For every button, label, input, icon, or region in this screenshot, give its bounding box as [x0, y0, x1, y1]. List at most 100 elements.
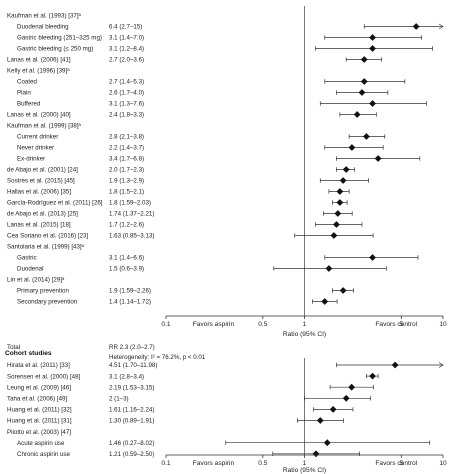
point-estimate	[334, 210, 342, 217]
estimate-label: 6.4 (2.7–15)	[109, 24, 142, 31]
point-estimate	[369, 100, 376, 107]
x-tick-label: 0.1	[161, 460, 170, 467]
estimate-label: 1.46 (0.27–8.02)	[109, 440, 154, 447]
study-label: Secondary prevention	[17, 299, 78, 306]
total-label: Total	[7, 344, 20, 351]
study-label: Lanas et al. (2000) [40]	[7, 112, 71, 119]
point-estimate	[360, 56, 368, 63]
favors-right-label: Favors control	[375, 460, 417, 467]
estimate-label: 1.9 (1.3–2.9)	[109, 178, 144, 185]
study-label: Lanas et al. (2006) [41]	[7, 57, 71, 64]
x-tick-label: 5	[399, 460, 403, 467]
point-estimate	[412, 23, 420, 30]
point-estimate	[342, 166, 350, 173]
point-estimate	[369, 254, 376, 261]
point-estimate	[369, 45, 376, 52]
study-label: Leung et al. (2009) [46]	[7, 384, 71, 391]
estimate-label: 3.1 (1.4–7.0)	[109, 35, 144, 42]
study-label: Santolaria et al. (1999) [43]ᵃ	[7, 244, 85, 251]
study-label: Huang et al. (2011) [31]	[7, 418, 72, 425]
ci-arrow	[438, 362, 444, 368]
point-estimate	[348, 383, 356, 391]
estimate-label: 2.8 (2.1–3.8)	[109, 134, 144, 141]
study-label: Hirata et al. (2011) [33]	[7, 362, 70, 369]
point-estimate	[336, 199, 344, 206]
study-label: Gastric bleeding (≤ 250 mg)	[17, 46, 93, 53]
estimate-label: 1.8 (1.59–2.03)	[109, 200, 151, 207]
x-tick-label: 10	[439, 460, 447, 467]
point-estimate	[348, 144, 356, 151]
point-estimate	[339, 287, 347, 294]
study-label: Plain	[17, 90, 31, 97]
estimate-label: 1.5 (0.6–3.9)	[109, 266, 144, 273]
study-label: Acute aspirin use	[17, 440, 65, 447]
estimate-label: 3.1 (2.8–3.4)	[109, 373, 144, 380]
study-label: Chronic aspirin use	[17, 451, 71, 458]
favors-left-label: Favors aspirin	[193, 460, 235, 467]
study-label: Gastric bleeding (251–325 mg)	[17, 35, 102, 42]
x-axis-label: Ratio (95% CI)	[283, 467, 326, 474]
x-tick-label: 1	[303, 321, 307, 328]
study-label: Never drinker	[17, 145, 54, 152]
study-label: Taha et al. (2006) [49]	[7, 396, 67, 403]
point-estimate	[325, 265, 333, 272]
point-estimate	[312, 450, 320, 458]
favors-left-label: Favors aspirin	[193, 321, 235, 328]
estimate-label: 3.4 (1.7–6.8)	[109, 156, 144, 163]
estimate-label: 1.7 (1.2–2.6)	[109, 222, 144, 229]
point-estimate	[353, 111, 361, 118]
estimate-label: 2.19 (1.53–3.15)	[109, 384, 154, 391]
estimate-label: 1.21 (0.59–2.50)	[109, 451, 154, 458]
ci-arrow	[438, 23, 444, 30]
x-axis-label: Ratio (95% CI)	[283, 331, 326, 338]
x-tick-label: 0.5	[258, 460, 267, 467]
study-label: Huang et al. (2011) [32]	[7, 407, 72, 414]
point-estimate	[329, 406, 337, 413]
study-label: de Abajo et al. (2001) [24]	[7, 167, 78, 174]
point-estimate	[342, 394, 350, 402]
study-label: Coated	[17, 79, 38, 86]
estimate-label: 2.7 (1.4–5.3)	[109, 79, 144, 86]
x-tick-label: 10	[439, 321, 447, 328]
study-label: Pilotto et al. (2003) [47]	[7, 429, 71, 436]
section-header: Cohort studies	[5, 350, 52, 357]
study-label: Gastric	[17, 255, 37, 262]
point-estimate	[323, 439, 331, 447]
estimate-label: 2.7 (2.0–3.6)	[109, 57, 144, 64]
study-label: Hallas et al. (2006) [35]	[7, 189, 71, 196]
estimate-label: 3.1 (1.2–8.4)	[109, 46, 144, 53]
study-label: Kaufman et al. (1999) [38]ᵃ	[7, 123, 82, 130]
x-tick-label: 0.5	[258, 321, 267, 328]
point-estimate	[333, 221, 340, 228]
study-label: Ex-drinker	[17, 156, 45, 163]
study-label: Duodenal bleeding	[17, 24, 69, 31]
point-estimate	[374, 155, 382, 162]
point-estimate	[363, 133, 370, 140]
study-label: Buffered	[17, 101, 41, 108]
estimate-label: 3.1 (1.3–7.6)	[109, 101, 144, 108]
estimate-label: 1.61 (1.16–2.24)	[109, 407, 154, 414]
point-estimate	[330, 232, 338, 239]
favors-right-label: Favors control	[375, 321, 417, 328]
estimate-label: 1.63 (0.85–3.13)	[109, 233, 154, 240]
estimate-label: 1.8 (1.5–2.1)	[109, 189, 144, 196]
study-label: Sostres et al. (2015) [45]	[7, 178, 75, 185]
estimate-label: 2.0 (1.7–2.3)	[109, 167, 144, 174]
estimate-label: 4.51 (1.70–11.98)	[109, 362, 157, 369]
heterogeneity-label: Heterogeneity: I² = 76.2%, p < 0.01	[109, 354, 206, 361]
estimate-label: 2.6 (1.7–4.0)	[109, 90, 144, 97]
study-label: Primary prevention	[17, 288, 69, 295]
study-label: García-Rodríguez et al. (2011) [26]	[7, 200, 103, 207]
point-estimate	[391, 361, 399, 369]
point-estimate	[316, 417, 324, 424]
study-label: Duodenal	[17, 266, 44, 273]
x-tick-label: 5	[399, 321, 403, 328]
study-label: Lin et al. (2014) [29]ᵃ	[7, 277, 65, 284]
estimate-label: 1.74 (1.37–2.21)	[109, 211, 154, 218]
study-label: Sorensen et al. (2000) [48]	[7, 373, 81, 380]
point-estimate	[339, 177, 347, 184]
estimate-label: 1.30 (0.89–1.91)	[109, 418, 154, 425]
point-estimate	[358, 89, 366, 96]
study-label: Kelly et al. (1996) [39]ᵃ	[7, 68, 70, 75]
